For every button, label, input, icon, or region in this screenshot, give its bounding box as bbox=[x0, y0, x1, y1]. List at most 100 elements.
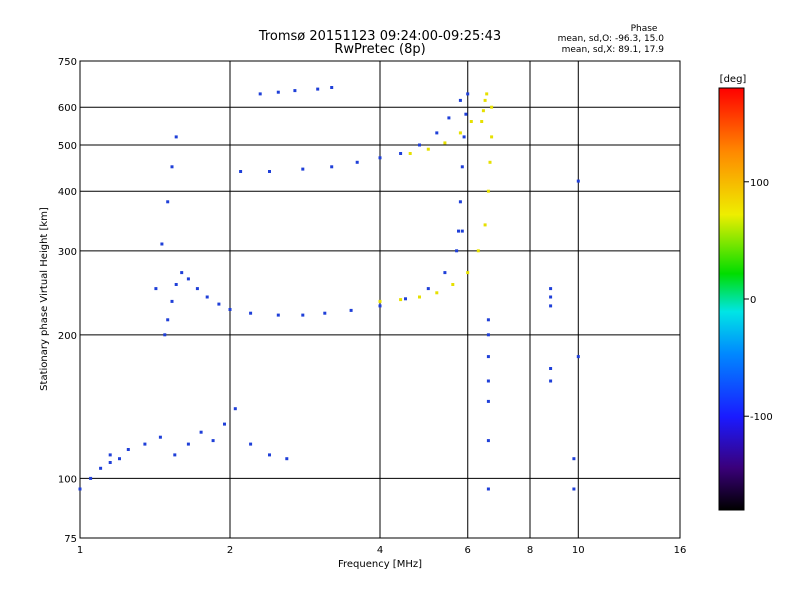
y-tick-label: 300 bbox=[58, 247, 77, 258]
x-tick-label: 2 bbox=[227, 545, 233, 556]
data-point bbox=[443, 141, 447, 145]
colorbar-unit: [deg] bbox=[720, 74, 747, 85]
data-point bbox=[186, 277, 190, 281]
data-point bbox=[323, 311, 327, 315]
y-tick-label: 400 bbox=[58, 187, 77, 198]
data-point bbox=[217, 302, 221, 306]
colorbar-tick-label: 0 bbox=[750, 295, 756, 306]
data-point bbox=[108, 453, 112, 457]
data-point bbox=[435, 291, 439, 295]
data-point bbox=[108, 461, 112, 464]
colorbar-ticks: 100 0 -100 bbox=[744, 178, 773, 423]
data-point bbox=[549, 304, 553, 308]
data-point bbox=[458, 98, 462, 102]
x-tick-label: 4 bbox=[377, 545, 383, 556]
data-point bbox=[462, 135, 466, 139]
x-tick-label: 8 bbox=[527, 545, 533, 556]
colorbar-tick-label: -100 bbox=[750, 412, 773, 423]
data-point bbox=[174, 135, 178, 139]
data-point bbox=[228, 308, 232, 311]
grid-lines bbox=[80, 61, 680, 538]
data-point bbox=[205, 295, 209, 299]
data-point bbox=[163, 333, 167, 337]
data-point bbox=[480, 120, 484, 123]
colorbar-tick-label: 100 bbox=[750, 178, 769, 189]
data-point bbox=[239, 170, 243, 173]
y-tick-label: 500 bbox=[58, 141, 77, 152]
data-point bbox=[486, 487, 490, 491]
data-point bbox=[143, 442, 147, 446]
data-point bbox=[211, 439, 215, 443]
data-point bbox=[378, 299, 382, 303]
data-point bbox=[89, 476, 93, 480]
data-point bbox=[572, 457, 576, 461]
data-point bbox=[486, 318, 490, 322]
data-point bbox=[268, 453, 271, 457]
data-point bbox=[118, 457, 121, 461]
scatter-points bbox=[78, 86, 580, 491]
data-point bbox=[426, 147, 430, 151]
x-tick-label: 10 bbox=[572, 545, 585, 556]
x-tick-label: 1 bbox=[77, 545, 83, 556]
colorbar bbox=[718, 87, 745, 511]
data-point bbox=[173, 453, 177, 457]
data-point bbox=[549, 379, 553, 383]
data-point bbox=[78, 487, 82, 491]
y-tick-label: 750 bbox=[58, 57, 77, 68]
data-point bbox=[166, 200, 170, 204]
data-point bbox=[490, 105, 494, 109]
chart-title: Tromsø 20151123 09:24:00-09:25:43 bbox=[258, 29, 501, 44]
data-point bbox=[451, 283, 455, 286]
data-point bbox=[160, 242, 164, 246]
data-point bbox=[99, 466, 103, 470]
data-point bbox=[488, 160, 492, 164]
data-point bbox=[378, 156, 382, 160]
data-point bbox=[572, 487, 576, 491]
data-point bbox=[466, 271, 470, 275]
data-point bbox=[378, 304, 382, 308]
data-point bbox=[276, 90, 280, 94]
y-tick-label: 600 bbox=[58, 103, 77, 114]
data-point bbox=[268, 170, 271, 173]
y-tick-label: 200 bbox=[58, 331, 77, 342]
data-point bbox=[469, 120, 473, 123]
y-axis-ticks: 75 100 200 300 400 500 600 750 bbox=[58, 57, 77, 545]
data-point bbox=[486, 355, 490, 359]
data-point bbox=[285, 457, 289, 461]
data-point bbox=[481, 109, 485, 113]
data-point bbox=[126, 448, 130, 451]
data-point bbox=[186, 442, 190, 446]
phase-heading: Phase bbox=[631, 24, 658, 34]
data-point bbox=[399, 298, 403, 302]
data-point bbox=[249, 311, 253, 315]
data-point bbox=[483, 223, 487, 227]
data-point bbox=[426, 287, 430, 291]
data-point bbox=[399, 152, 403, 155]
data-point bbox=[223, 422, 226, 426]
data-point bbox=[355, 160, 359, 164]
x-tick-label: 16 bbox=[674, 545, 687, 556]
data-point bbox=[301, 313, 305, 317]
x-axis-label: Frequency [MHz] bbox=[338, 559, 422, 570]
data-point bbox=[174, 283, 178, 286]
x-axis-ticks: 1 2 4 6 8 10 16 bbox=[77, 545, 687, 556]
y-axis-label: Stationary phase Virtual Height [km] bbox=[39, 207, 50, 391]
data-point bbox=[486, 189, 490, 193]
data-point bbox=[195, 287, 199, 291]
data-point bbox=[418, 143, 421, 147]
y-tick-label: 75 bbox=[64, 534, 77, 545]
data-point bbox=[408, 152, 412, 155]
data-point bbox=[466, 92, 470, 96]
data-point bbox=[180, 271, 184, 275]
data-point bbox=[485, 92, 489, 96]
data-point bbox=[158, 435, 162, 439]
data-point bbox=[443, 271, 447, 275]
data-point bbox=[457, 229, 460, 233]
data-point bbox=[199, 430, 203, 434]
data-point bbox=[549, 287, 553, 291]
data-point bbox=[458, 131, 462, 135]
data-point bbox=[316, 87, 320, 91]
data-point bbox=[455, 249, 459, 253]
data-point bbox=[233, 407, 237, 411]
